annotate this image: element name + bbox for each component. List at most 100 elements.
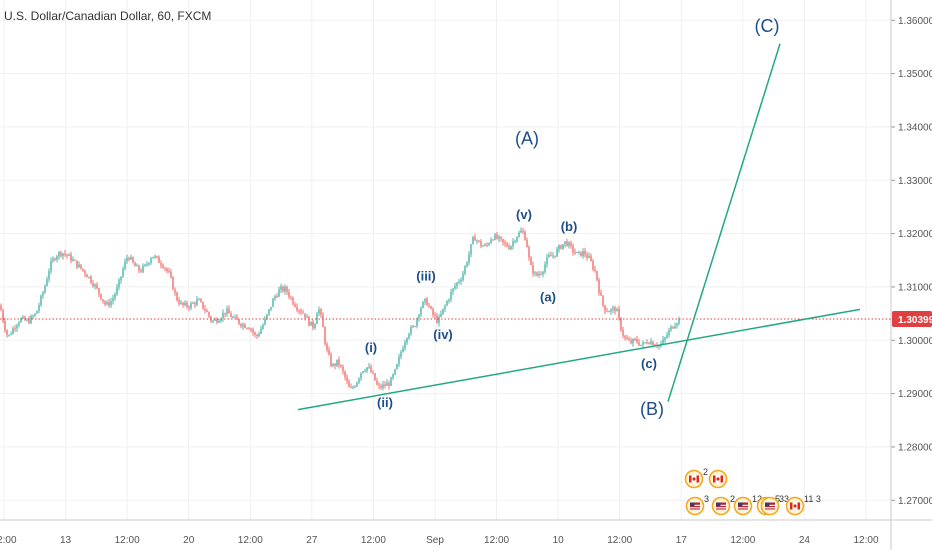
candle-body <box>82 268 84 271</box>
candle-body <box>408 333 410 339</box>
candle-body <box>538 274 540 276</box>
candle-body <box>262 324 264 329</box>
candle-body <box>4 321 6 331</box>
event-badge-ca[interactable] <box>708 469 728 489</box>
candle-body <box>198 299 200 301</box>
candle-body <box>398 356 400 365</box>
candle-body <box>328 349 330 355</box>
candle-body <box>486 244 488 246</box>
flag-us-stripe <box>738 507 748 509</box>
candle-body <box>140 270 142 272</box>
candle-body <box>26 319 28 321</box>
candle-body <box>74 259 76 261</box>
candle-body <box>372 372 374 374</box>
candle-body <box>144 264 146 266</box>
event-badge-ca[interactable]: 2 <box>684 467 709 489</box>
x-tick-label: 10 <box>553 535 565 546</box>
x-tick-label: 13 <box>60 535 72 546</box>
candle-body <box>608 311 610 313</box>
candle-body <box>568 242 570 246</box>
candle-body <box>290 297 292 299</box>
y-tick-label: 1.28000 <box>898 442 932 453</box>
candle-body <box>300 310 302 313</box>
candle-body <box>54 258 56 260</box>
wave-c-projection-line <box>667 43 781 402</box>
candle-body <box>358 378 360 383</box>
candle-body <box>298 310 300 312</box>
flag-ca-leaf <box>716 477 720 481</box>
x-tick-label: 12:00 <box>115 535 140 546</box>
candle-body <box>426 298 428 306</box>
flag-us-stripe <box>690 507 700 509</box>
candle-body <box>40 295 42 306</box>
y-tick-label: 1.32000 <box>898 229 932 240</box>
event-badge-us[interactable]: 33 <box>760 494 790 516</box>
candle-body <box>380 385 382 388</box>
candle-body <box>120 276 122 281</box>
y-tick-label: 1.27000 <box>898 496 932 507</box>
candle-body <box>282 286 284 292</box>
candle-body <box>332 364 334 366</box>
event-badge-ca[interactable]: 11 3 <box>785 494 821 516</box>
flag-ca-band <box>696 475 699 483</box>
candle-body <box>478 240 480 242</box>
candle-body <box>142 265 144 272</box>
candle-body <box>108 302 110 306</box>
candle-body <box>504 242 506 244</box>
candle-body <box>432 308 434 315</box>
candle-body <box>462 273 464 281</box>
badge-count: 12 <box>752 494 762 504</box>
candle-body <box>118 280 120 288</box>
candle-body <box>584 250 586 255</box>
badge-count: 11 3 <box>804 494 821 504</box>
candle-body <box>424 298 426 302</box>
flag-us-stripe <box>765 504 775 506</box>
flag-us-stripe <box>738 504 748 506</box>
candle-body <box>346 377 348 382</box>
x-tick-label: 12:00 <box>361 535 386 546</box>
candle-body <box>20 318 22 323</box>
candle-body <box>28 319 30 324</box>
candle-body <box>134 262 136 267</box>
candle-body <box>104 301 106 305</box>
candle-body <box>138 265 140 271</box>
wave-label: (v) <box>516 207 532 222</box>
candle-body <box>472 236 474 245</box>
candle-body <box>124 261 126 269</box>
event-badge-us[interactable]: 3 <box>685 494 710 516</box>
event-badge-us[interactable]: 12 <box>733 494 763 516</box>
candle-body <box>438 316 440 323</box>
flag-us-canton <box>690 502 695 506</box>
candle-body <box>36 310 38 314</box>
candle-body <box>366 367 368 371</box>
candle-body <box>286 287 288 292</box>
candle-body <box>242 324 244 327</box>
candle-body <box>212 320 214 322</box>
candle-body <box>80 264 82 269</box>
candle-body <box>390 377 392 386</box>
candle-body <box>544 264 546 272</box>
candle-body <box>556 249 558 257</box>
event-badge-us[interactable]: 2 <box>711 494 736 516</box>
candle-body <box>664 337 666 340</box>
candle-body <box>456 282 458 287</box>
candle-body <box>450 291 452 300</box>
candle-body <box>114 294 116 299</box>
candle-body <box>662 339 664 344</box>
candle-body <box>612 307 614 310</box>
candle-body <box>132 257 134 263</box>
candle-body <box>180 302 182 304</box>
candle-body <box>250 329 252 331</box>
candle-body <box>310 321 312 326</box>
candle-body <box>598 279 600 293</box>
candle-body <box>642 342 644 345</box>
candle-body <box>524 232 526 240</box>
badge-count: 3 <box>704 494 709 504</box>
candle-body <box>464 266 466 274</box>
candle-body <box>194 302 196 305</box>
candle-body <box>618 309 620 318</box>
candle-body <box>326 343 328 350</box>
candle-body <box>32 315 34 317</box>
candle-body <box>376 380 378 385</box>
